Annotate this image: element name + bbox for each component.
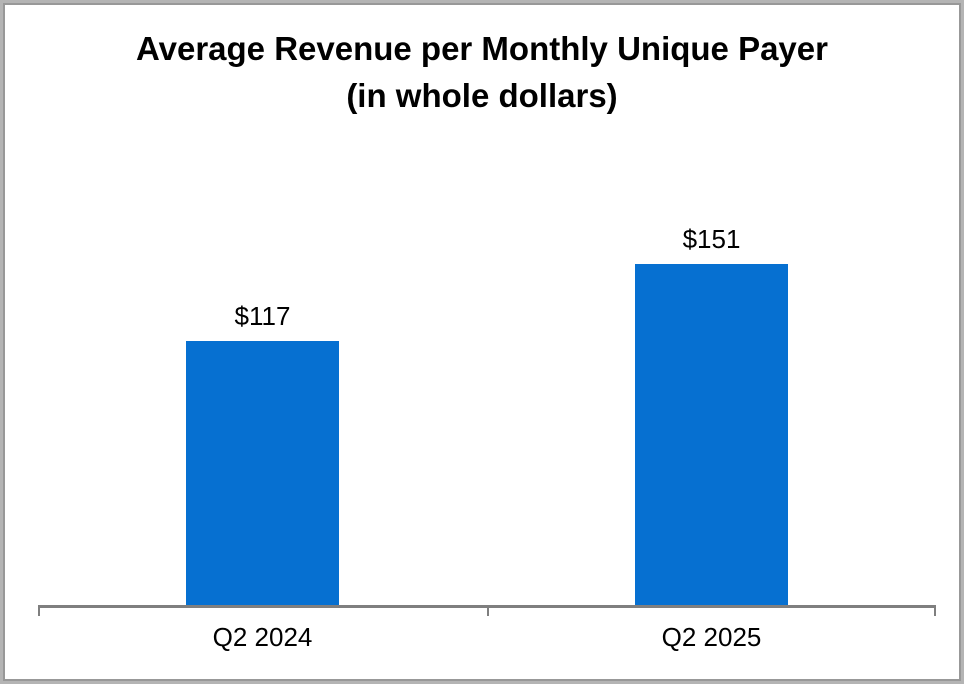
bar-value-label: $151 bbox=[682, 224, 741, 254]
bar bbox=[186, 341, 339, 605]
chart-title-line-1: Average Revenue per Monthly Unique Payer bbox=[136, 30, 828, 67]
axis-tick bbox=[487, 608, 489, 616]
plot-area: $117 $151 Q2 2024 Q2 2025 bbox=[3, 3, 961, 681]
x-axis-label: Q2 2025 bbox=[661, 622, 762, 652]
x-axis-label: Q2 2024 bbox=[212, 622, 313, 652]
axis-tick bbox=[934, 608, 936, 616]
bar bbox=[635, 264, 788, 605]
x-axis-line bbox=[38, 605, 936, 608]
bar-value-label: $117 bbox=[234, 301, 291, 331]
axis-tick bbox=[38, 608, 40, 616]
chart-title: Average Revenue per Monthly Unique Payer… bbox=[3, 25, 961, 119]
chart-title-line-2: (in whole dollars) bbox=[346, 77, 618, 114]
